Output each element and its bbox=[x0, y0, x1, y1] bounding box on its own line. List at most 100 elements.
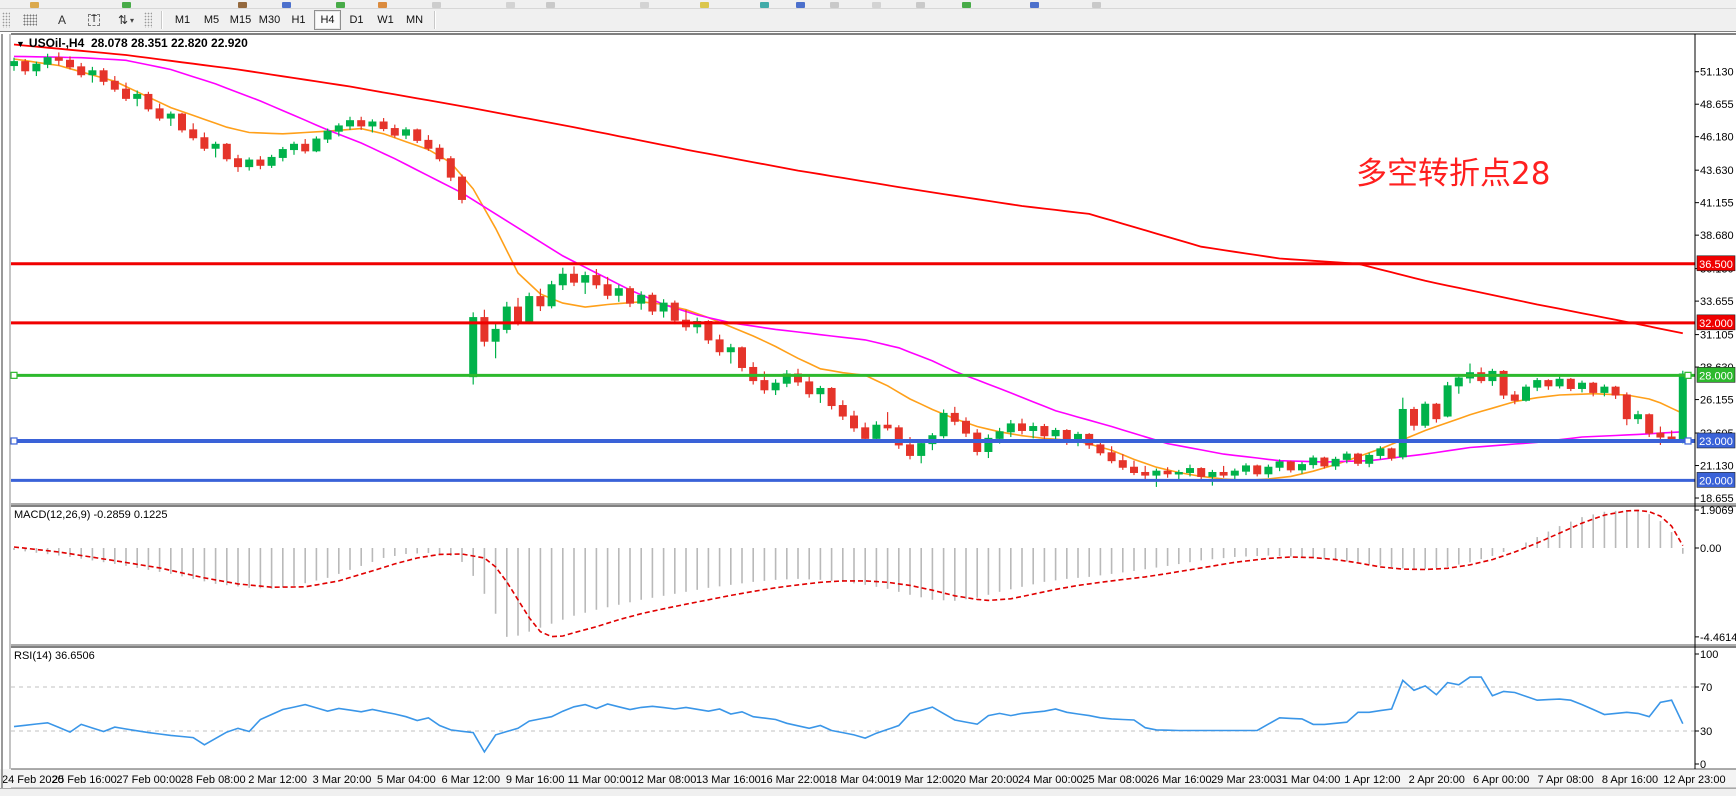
candle-body bbox=[1611, 386, 1620, 396]
candle-body bbox=[491, 328, 500, 342]
hline-handle[interactable] bbox=[1684, 371, 1692, 379]
price-chart-canvas[interactable]: 51.13048.65546.18043.63041.15538.68036.1… bbox=[0, 32, 1736, 789]
candle-body bbox=[850, 415, 858, 429]
timeframe-button-d1[interactable]: D1 bbox=[349, 14, 364, 26]
timeframe-button-m5[interactable]: M5 bbox=[203, 14, 220, 26]
price-badge-36.500[interactable] bbox=[1696, 255, 1736, 272]
clipped-toolbar-icon[interactable] bbox=[640, 2, 649, 8]
chart-title: ▼ USOil-,H4 28.078 28.351 22.820 22.920 bbox=[16, 36, 248, 50]
date-axis-label: 25 Mar 08:00 bbox=[1082, 774, 1147, 786]
text-label-tool-button[interactable]: T bbox=[78, 10, 110, 30]
clipped-toolbar-icon[interactable] bbox=[238, 2, 247, 8]
clipped-toolbar-icon[interactable] bbox=[506, 2, 515, 8]
price-badge-23.000[interactable] bbox=[1696, 432, 1736, 449]
line-studies-and-timeframe-toolbar: A T ⇅ ▾ M1 M5 M15 M30 H1 H4 D1 W1 MN bbox=[0, 9, 1736, 31]
symbol-and-timeframe: USOil-,H4 bbox=[28, 36, 85, 50]
candle-body bbox=[110, 80, 119, 90]
candle-body bbox=[1645, 414, 1654, 434]
candle-body bbox=[1342, 453, 1351, 460]
candle-body bbox=[1387, 448, 1396, 459]
date-axis-label: 20 Mar 20:00 bbox=[954, 774, 1019, 786]
candle-body bbox=[446, 158, 455, 178]
candle-body bbox=[166, 113, 175, 119]
candle-body bbox=[1421, 403, 1430, 426]
hline-handle[interactable] bbox=[1684, 437, 1692, 445]
candle-body bbox=[458, 176, 466, 200]
rsi-line bbox=[13, 676, 1684, 754]
price-axis-label: 48.655 bbox=[1700, 99, 1734, 111]
chart-window: 51.13048.65546.18043.63041.15538.68036.1… bbox=[0, 31, 1736, 789]
timeframe-button-m1[interactable]: M1 bbox=[174, 14, 191, 26]
candle-body bbox=[278, 149, 287, 158]
candle-body bbox=[379, 121, 388, 130]
timeframe-button-w1[interactable]: W1 bbox=[377, 14, 394, 26]
candle-body bbox=[77, 66, 86, 76]
candle-body bbox=[1264, 466, 1273, 475]
snap-grid-icon[interactable] bbox=[14, 10, 46, 30]
chinese-annotation-text-object[interactable]: 多空转折点28 bbox=[1356, 156, 1551, 192]
candle-body bbox=[558, 273, 567, 286]
price-badge-28.000[interactable] bbox=[1696, 367, 1736, 383]
date-axis-label: 13 Mar 16:00 bbox=[696, 774, 761, 786]
price-axis-label: 26.155 bbox=[1700, 395, 1734, 407]
clipped-toolbar-icon[interactable] bbox=[700, 2, 709, 8]
clipped-toolbar-icon[interactable] bbox=[796, 2, 805, 8]
clipped-toolbar-icon[interactable] bbox=[830, 2, 839, 8]
clipped-toolbar-icon[interactable] bbox=[336, 2, 345, 8]
clipped-toolbar-icon[interactable] bbox=[760, 2, 769, 8]
price-axis-label: 31.105 bbox=[1700, 330, 1734, 342]
candle-body bbox=[1141, 471, 1150, 476]
rsi-axis-label: 30 bbox=[1700, 726, 1712, 738]
timeframe-button-mn[interactable]: MN bbox=[405, 14, 424, 26]
date-axis-label: 16 Mar 22:00 bbox=[760, 774, 825, 786]
macd-axis-label: 1.9069 bbox=[1700, 505, 1734, 517]
date-axis-label: 24 Mar 00:00 bbox=[1018, 774, 1083, 786]
candle-body bbox=[536, 296, 545, 307]
candle-body bbox=[1533, 380, 1542, 388]
clipped-toolbar-icon[interactable] bbox=[378, 2, 387, 8]
clipped-toolbar-icon[interactable] bbox=[872, 2, 881, 8]
clipped-toolbar-icon[interactable] bbox=[916, 2, 925, 8]
macd-indicator-label: MACD(12,26,9) -0.2859 0.1225 bbox=[14, 509, 168, 521]
hline-handle[interactable] bbox=[10, 371, 18, 379]
candle-body bbox=[1410, 408, 1418, 426]
candle-body bbox=[1331, 458, 1340, 467]
price-badge-32.000[interactable] bbox=[1696, 314, 1736, 331]
toolbar-grip[interactable] bbox=[144, 12, 152, 28]
rsi-axis-label: 70 bbox=[1700, 682, 1712, 694]
candle-body bbox=[771, 382, 780, 391]
timeframe-button-h1[interactable]: H1 bbox=[291, 14, 306, 26]
price-badge-20.000[interactable] bbox=[1696, 472, 1736, 488]
toolbar-grip[interactable] bbox=[2, 12, 10, 28]
date-axis-label: 31 Mar 04:00 bbox=[1276, 774, 1341, 786]
candle-body bbox=[402, 129, 410, 136]
timeframe-button-m15[interactable]: M15 bbox=[229, 14, 252, 26]
clipped-toolbar-icon[interactable] bbox=[962, 2, 971, 8]
candle-body bbox=[245, 159, 254, 168]
candle-body bbox=[592, 275, 601, 286]
timeframe-button-m30[interactable]: M30 bbox=[258, 14, 281, 26]
clipped-toolbar-icon[interactable] bbox=[282, 2, 291, 8]
candle-body bbox=[760, 380, 769, 391]
clipped-toolbar-icon[interactable] bbox=[122, 2, 131, 8]
clipped-toolbar-icon[interactable] bbox=[30, 2, 39, 8]
rsi-indicator-label: RSI(14) 36.6506 bbox=[14, 650, 95, 662]
candle-body bbox=[1219, 471, 1228, 476]
text-tool-button[interactable]: A bbox=[46, 10, 78, 30]
candle-body bbox=[614, 288, 623, 296]
symbol-dropdown-icon[interactable]: ▼ bbox=[16, 39, 25, 49]
candle-body bbox=[1096, 444, 1105, 454]
rsi-name: RSI(14) bbox=[14, 650, 52, 662]
clipped-toolbar-icon[interactable] bbox=[1030, 2, 1039, 8]
price-badge-text: 20.000 bbox=[1699, 475, 1733, 487]
candle-body bbox=[1186, 468, 1194, 473]
cycle-lines-button[interactable]: ⇅ ▾ bbox=[110, 10, 142, 30]
timeframe-button-h4[interactable]: H4 bbox=[314, 10, 341, 30]
clipped-toolbar-icon[interactable] bbox=[432, 2, 441, 8]
text-a-icon: A bbox=[57, 13, 66, 27]
hline-handle[interactable] bbox=[10, 437, 18, 445]
candle-body bbox=[939, 412, 948, 437]
candle-body bbox=[1006, 423, 1015, 433]
clipped-toolbar-icon[interactable] bbox=[1092, 2, 1101, 8]
clipped-toolbar-icon[interactable] bbox=[546, 2, 555, 8]
